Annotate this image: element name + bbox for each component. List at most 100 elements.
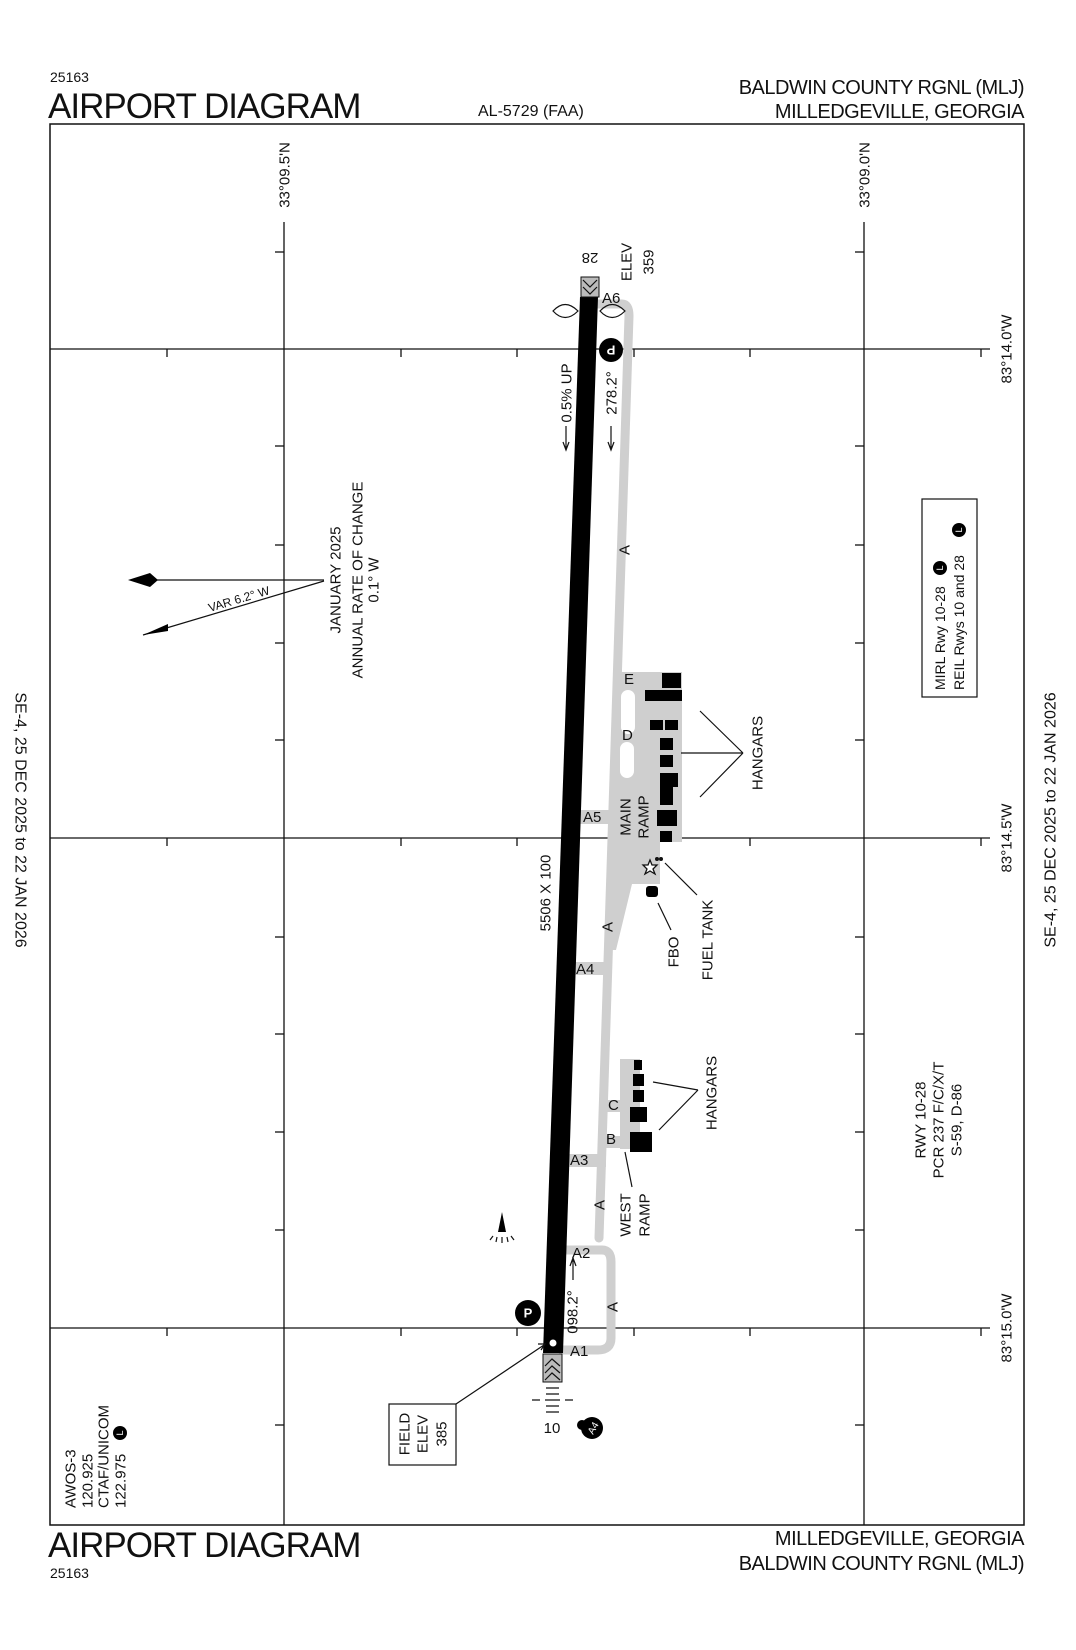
threshold-28: [580, 276, 600, 298]
runway-dimensions: 5506 X 100: [537, 855, 554, 932]
fuel-tank-arrow: [664, 862, 698, 896]
communications: AWOS-3 120.925 CTAF/UNICOM 122.975 L: [62, 1405, 129, 1508]
elev-28-label: ELEV: [618, 243, 635, 281]
taxiway-label-a4: A4: [576, 961, 594, 978]
heading-10-arrow-icon: [569, 1256, 577, 1280]
taxiway-label-a: A: [616, 545, 633, 555]
chart-number-top: 25163: [50, 69, 89, 85]
magnetic-variation: VAR 6.2° W JANUARY 2025 ANNUAL RATE OF C…: [128, 482, 382, 679]
beacon-icon: [641, 858, 659, 876]
fuel-tank-label: FUEL TANK: [699, 900, 716, 981]
parking-icon-10: P: [515, 1300, 541, 1326]
svg-text:AWOS-3: AWOS-3: [62, 1449, 79, 1508]
runway-data-line2: PCR 237 F/C/X/T: [930, 1062, 947, 1179]
elev-28-value: 359: [640, 249, 657, 274]
fuel-tank-icon: [655, 857, 663, 861]
svg-text:P: P: [606, 342, 615, 357]
runway-10-heading: 098.2°: [564, 1290, 581, 1334]
page-title-bottom: AIRPORT DIAGRAM: [48, 1526, 360, 1565]
taxiway-a4: [566, 962, 612, 975]
runway-data-line1: RWY 10-28: [912, 1082, 929, 1159]
hangars-main-arrows: [681, 710, 744, 798]
hangars-label-west: HANGARS: [703, 1056, 720, 1130]
taxiway-a5: [570, 810, 620, 824]
diagram-frame: [49, 123, 1025, 1526]
taxiway-label-a3: A3: [570, 1152, 588, 1169]
grid-ticks: [166, 251, 982, 1426]
latitude-label-2: 33°09.0'N: [856, 142, 873, 208]
runway-28-label: 28: [582, 249, 599, 266]
runway-10-label: 10: [544, 1420, 561, 1437]
longitude-label-2: 83°14.5'W: [998, 803, 1015, 873]
location-top: MILLEDGEVILLE, GEORGIA: [775, 101, 1025, 123]
west-ramp-label-1: WEST: [617, 1193, 634, 1236]
taxiway-label-a6: A6: [602, 290, 620, 307]
lighting-icon: L: [952, 523, 966, 537]
lighting-icon: L: [113, 1426, 127, 1440]
runway-end-dot: [549, 1339, 557, 1347]
ramp-island-e: [621, 690, 635, 734]
taxiway-label-b: B: [606, 1131, 616, 1148]
taxiway-label-c: C: [608, 1097, 619, 1114]
runway-10-28: [543, 297, 598, 1353]
variation-rate: 0.1° W: [365, 557, 382, 603]
taxiway-label-a2: A2: [572, 1245, 590, 1262]
taxiway-label-a5: A5: [583, 809, 601, 826]
longitude-label-1: 83°14.0'W: [998, 314, 1015, 384]
taxiway-label-a-loop: A: [604, 1302, 621, 1312]
west-ramp-arrow: [624, 1151, 633, 1188]
svg-text:P: P: [524, 1306, 533, 1321]
svg-text:385: 385: [433, 1421, 450, 1446]
reil-icon: [552, 303, 626, 319]
procedure-id: AL-5729 (FAA): [478, 103, 584, 120]
lighting-icon: L: [933, 561, 947, 575]
airport-name-bottom: BALDWIN COUNTY RGNL (MLJ): [739, 1553, 1024, 1575]
variation-rate-label: ANNUAL RATE OF CHANGE: [349, 482, 366, 679]
variation-label: VAR 6.2° W: [207, 583, 272, 615]
taxiway-c: [604, 1100, 622, 1112]
true-north-arrow-icon: [128, 573, 158, 587]
svg-text:CTAF/UNICOM: CTAF/UNICOM: [95, 1405, 112, 1508]
svg-text:A4: A4: [586, 1420, 602, 1436]
parking-icon-28: P: [599, 338, 623, 362]
hangars-west: [630, 1060, 652, 1152]
taxiway-a: [593, 299, 634, 1243]
fbo-building: [646, 886, 658, 897]
svg-text:L: L: [935, 565, 945, 570]
svg-text:L: L: [115, 1430, 125, 1435]
effective-dates-right: SE-4, 25 DEC 2025 to 22 JAN 2026: [1043, 692, 1060, 947]
runway-data-line3: S-59, D-86: [948, 1084, 965, 1157]
approach-lights-icon: [532, 1387, 573, 1413]
runway-28-heading: 278.2°: [603, 371, 620, 415]
svg-text:FIELD: FIELD: [396, 1413, 413, 1456]
svg-text:L: L: [954, 527, 964, 532]
taxiway-label-a-south: A: [591, 1200, 608, 1210]
chart-number-bottom: 25163: [50, 1565, 89, 1581]
hangars-west-arrows: [652, 1081, 699, 1131]
lighting-notes-box: MIRL Rwy 10-28 REIL Rwys 10 and 28 L L: [921, 498, 978, 698]
taxiway-label-e: E: [624, 671, 634, 688]
taxiway-b: [604, 1136, 622, 1148]
field-elevation-box: FIELD ELEV 385: [388, 1403, 457, 1466]
effective-dates-left: SE-4, 25 DEC 2025 to 22 JAN 2026: [11, 692, 28, 947]
location-bottom: MILLEDGEVILLE, GEORGIA: [775, 1528, 1025, 1550]
runway-gradient: 0.5% UP: [558, 363, 575, 422]
gradient-arrow-icon: [562, 426, 570, 452]
fbo-arrow: [657, 902, 672, 931]
field-elev-leader: [455, 1343, 547, 1405]
page-title: AIRPORT DIAGRAM: [48, 87, 360, 126]
svg-text:ELEV: ELEV: [414, 1415, 431, 1453]
latitude-label-1: 33°09.5'N: [276, 142, 293, 208]
west-ramp-label-2: RAMP: [636, 1193, 653, 1236]
svg-text:MIRL Rwy 10-28: MIRL Rwy 10-28: [932, 586, 948, 690]
svg-text:REIL Rwys 10 and 28: REIL Rwys 10 and 28: [951, 555, 967, 690]
svg-text:122.975: 122.975: [112, 1454, 129, 1508]
hangars-main: [645, 673, 682, 842]
magnetic-north-arrow-icon: [143, 624, 168, 635]
main-ramp-label-1: MAIN: [617, 798, 634, 836]
hot-spot-icon: A4: [577, 1417, 603, 1439]
taxiway-label-a-mid: A: [599, 922, 616, 932]
taxiway-a3: [562, 1154, 606, 1167]
longitude-label-3: 83°15.0'W: [998, 1293, 1015, 1363]
